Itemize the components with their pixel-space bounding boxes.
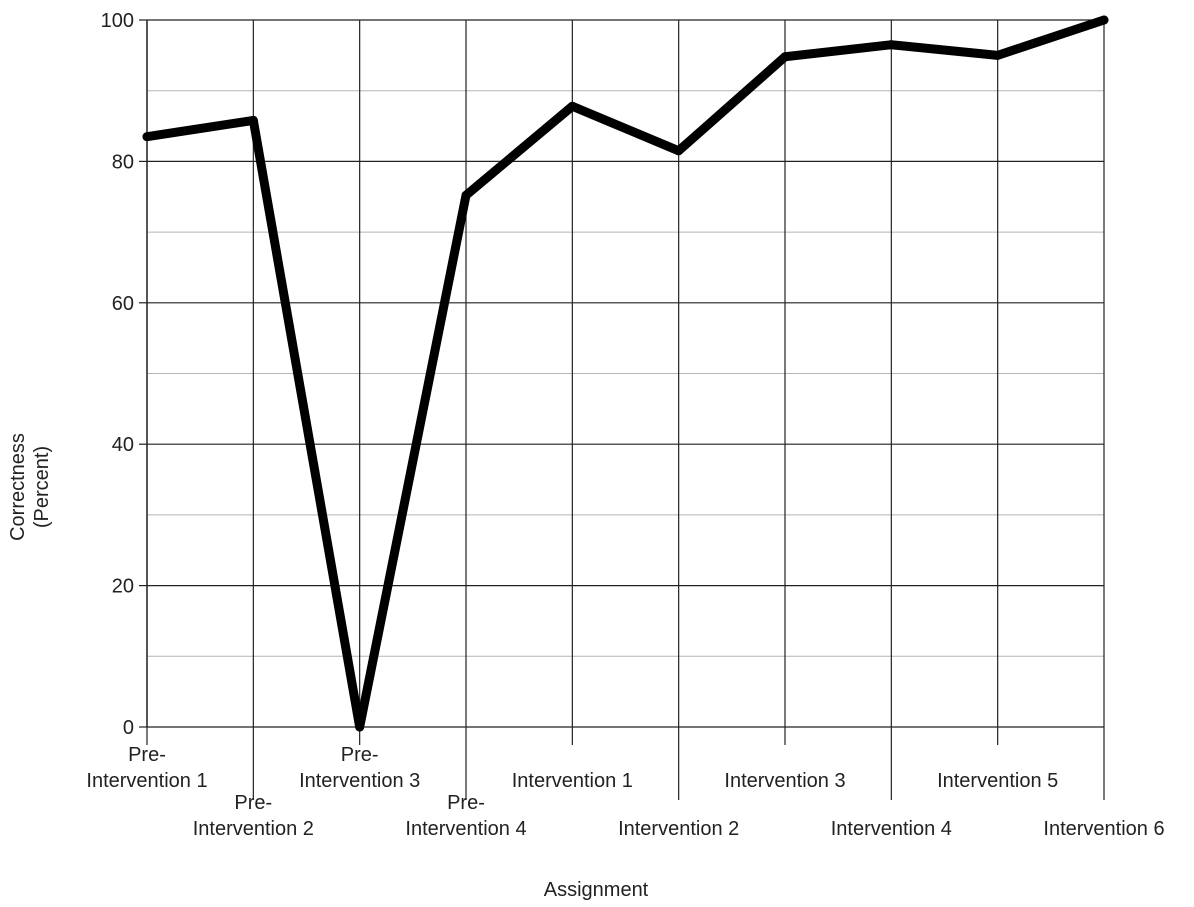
data-point — [780, 52, 790, 62]
y-tick-label: 40 — [112, 434, 134, 456]
y-tick-labels: 0 20 40 60 80 100 — [101, 10, 134, 739]
data-point — [993, 50, 1003, 60]
y-tick-label: 80 — [112, 151, 134, 173]
x-tick-label: Intervention 3 — [724, 770, 845, 792]
x-tick-label: Pre-Intervention 4 — [405, 792, 526, 840]
x-tick-label: Pre-Intervention 1 — [86, 744, 207, 792]
x-tick-label: Intervention 6 — [1043, 818, 1164, 840]
data-point — [142, 132, 152, 142]
data-point — [355, 722, 365, 732]
minor-gridlines — [147, 90, 1104, 657]
data-point — [886, 40, 896, 50]
vertical-gridlines — [146, 20, 1105, 800]
x-tick-label: Intervention 2 — [618, 818, 739, 840]
x-axis-label: Assignment — [544, 879, 649, 901]
y-tick-label: 100 — [101, 10, 134, 32]
x-tick-label: Pre-Intervention 3 — [299, 744, 420, 792]
data-point — [461, 190, 471, 200]
x-tick-label: Intervention 4 — [831, 818, 952, 840]
axes — [139, 19, 148, 728]
series-line — [142, 15, 1109, 732]
y-axis-label: Correctness (Percent) — [7, 433, 53, 541]
x-tick-label: Intervention 5 — [937, 770, 1058, 792]
y-tick-label: 20 — [112, 576, 134, 598]
data-point — [248, 115, 258, 125]
y-tick-label: 0 — [123, 717, 134, 739]
data-point — [674, 146, 684, 156]
data-point — [567, 101, 577, 111]
major-gridlines — [147, 19, 1104, 728]
data-point — [1099, 15, 1109, 25]
x-tick-label: Pre-Intervention 2 — [193, 792, 314, 840]
y-tick-label: 60 — [112, 293, 134, 315]
series-layer — [142, 15, 1109, 732]
x-tick-label: Intervention 1 — [512, 770, 633, 792]
